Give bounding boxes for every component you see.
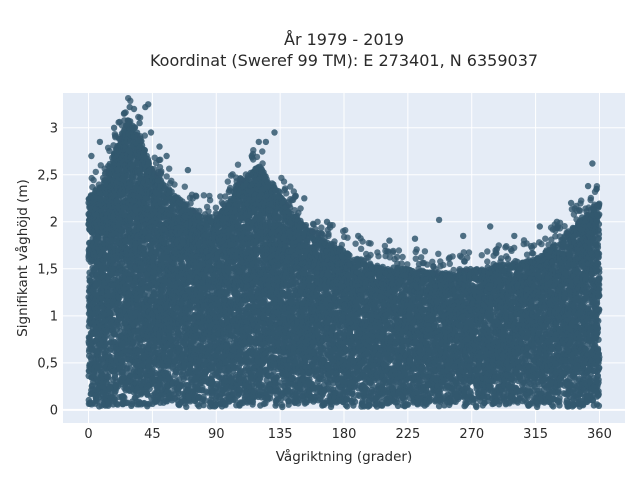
data-points [85, 95, 603, 411]
scatter-point [146, 385, 153, 393]
scatter-point [120, 393, 127, 400]
chart-title-line-1: År 1979 - 2019 [284, 30, 404, 49]
scatter-point [105, 373, 112, 381]
chart-title-line-2: Koordinat (Sweref 99 TM): E 273401, N 63… [150, 51, 538, 70]
scatter-point [101, 260, 109, 267]
scatter-point [111, 374, 119, 381]
